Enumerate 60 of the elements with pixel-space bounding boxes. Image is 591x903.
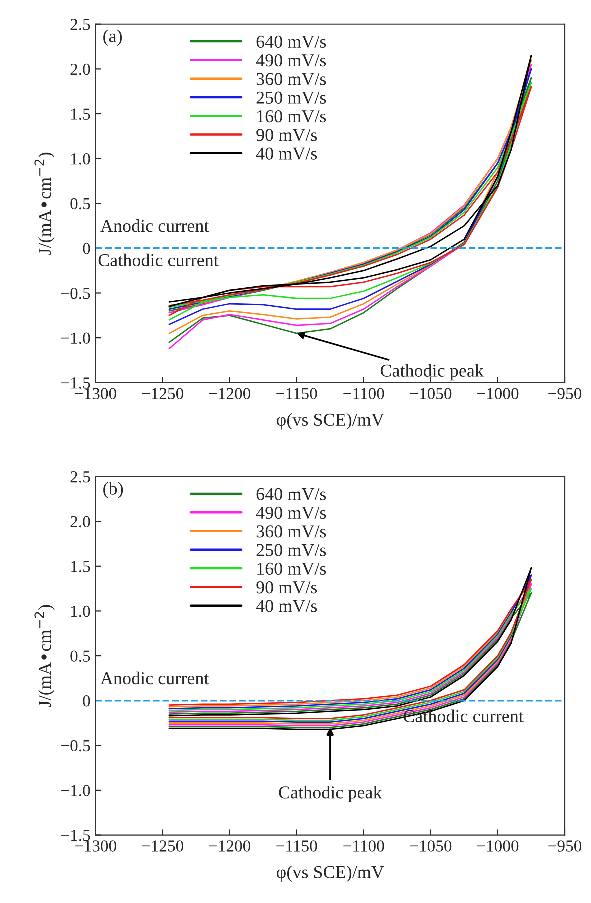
legend-label: 490 mV/s bbox=[256, 54, 326, 67]
y-tick-label: −1.5 bbox=[61, 830, 90, 842]
y-tick-label: 0 bbox=[83, 243, 90, 254]
x-tick-label: −1100 bbox=[344, 388, 384, 400]
legend-label: 40 mV/s bbox=[256, 148, 318, 160]
y-tick-label: 2.5 bbox=[70, 19, 90, 30]
annotation: Cathodic peak bbox=[380, 364, 484, 381]
y-tick-label: 2.5 bbox=[70, 472, 90, 483]
x-tick-label: −950 bbox=[548, 388, 582, 400]
annotation: (b) bbox=[104, 482, 124, 499]
x-tick-label: −1000 bbox=[477, 840, 519, 852]
annotation: Anodic current bbox=[100, 220, 210, 232]
x-axis-title: φ(vs SCE)/mV bbox=[276, 866, 384, 882]
annotation: Cathodic current bbox=[98, 254, 219, 267]
legend-label: 90 mV/s bbox=[256, 582, 318, 594]
y-tick-label: −1.0 bbox=[61, 332, 90, 344]
annotation: Anodic current bbox=[100, 672, 210, 685]
legend-label: 640 mV/s bbox=[256, 36, 326, 48]
x-tick-label: −1250 bbox=[142, 388, 184, 400]
x-tick-label: −1300 bbox=[75, 388, 116, 400]
x-axis-title: φ(vs SCE)/mV bbox=[276, 413, 384, 430]
y-tick-label: 0 bbox=[83, 696, 90, 707]
legend-label: 160 mV/s bbox=[258, 562, 326, 576]
x-tick-label: −1100 bbox=[344, 840, 384, 852]
y-tick-label: 2.0 bbox=[70, 516, 90, 528]
y-tick-label: 0.5 bbox=[70, 650, 90, 662]
legend-label: 360 mV/s bbox=[256, 73, 326, 86]
y-tick-label: 0.5 bbox=[70, 198, 90, 210]
legend-label: 250 mV/s bbox=[256, 544, 326, 556]
annotation: Cathodic peak bbox=[279, 786, 382, 802]
y-tick-label: −1.5 bbox=[61, 378, 90, 389]
x-tick-label: −1000 bbox=[477, 388, 519, 400]
y-tick-label: −1.0 bbox=[61, 785, 90, 796]
y-tick-label: −0.5 bbox=[61, 288, 90, 300]
y-tick-label: 2.0 bbox=[70, 64, 90, 76]
y-tick-label: 1.5 bbox=[72, 108, 90, 120]
annotation: (a) bbox=[104, 30, 122, 46]
y-tick-label: −0.5 bbox=[61, 740, 90, 752]
x-tick-label: −1200 bbox=[209, 840, 251, 852]
x-tick-label: −1050 bbox=[410, 840, 452, 852]
legend-label: 90 mV/s bbox=[256, 129, 318, 142]
y-axis-title: J/(mA•cm$^{−2}$) bbox=[34, 605, 55, 708]
x-tick-label: −1300 bbox=[75, 840, 116, 852]
y-tick-label: 1.5 bbox=[72, 561, 90, 572]
legend-label: 40 mV/s bbox=[256, 600, 318, 612]
x-tick-label: −1050 bbox=[410, 388, 452, 400]
legend-label: 490 mV/s bbox=[256, 506, 326, 520]
x-tick-label: −1250 bbox=[142, 840, 184, 852]
y-axis-title: J/(mA•cm$^{−2}$) bbox=[34, 152, 55, 255]
legend-label: 160 mV/s bbox=[258, 110, 326, 123]
annotation: Cathodic current bbox=[404, 710, 524, 723]
x-tick-label: −1150 bbox=[276, 388, 318, 400]
y-tick-label: 1.0 bbox=[72, 154, 90, 165]
x-tick-label: −950 bbox=[548, 840, 582, 852]
legend-label: 360 mV/s bbox=[256, 526, 326, 538]
legend-label: 640 mV/s bbox=[256, 488, 326, 501]
x-tick-label: −1150 bbox=[276, 840, 318, 852]
y-tick-label: 1.0 bbox=[72, 606, 90, 618]
x-tick-label: −1200 bbox=[209, 388, 251, 400]
legend-label: 250 mV/s bbox=[256, 92, 326, 104]
